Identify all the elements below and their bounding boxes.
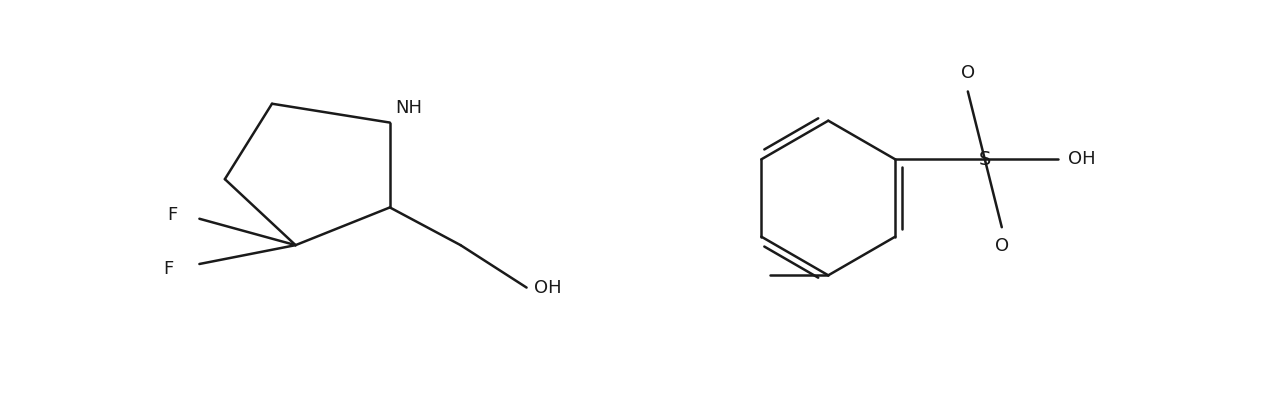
Text: O: O: [961, 64, 975, 82]
Text: NH: NH: [395, 99, 423, 117]
Text: OH: OH: [535, 278, 561, 297]
Text: F: F: [168, 206, 178, 224]
Text: OH: OH: [1068, 150, 1096, 168]
Text: F: F: [163, 260, 173, 278]
Text: S: S: [979, 150, 991, 169]
Text: O: O: [994, 237, 1008, 255]
